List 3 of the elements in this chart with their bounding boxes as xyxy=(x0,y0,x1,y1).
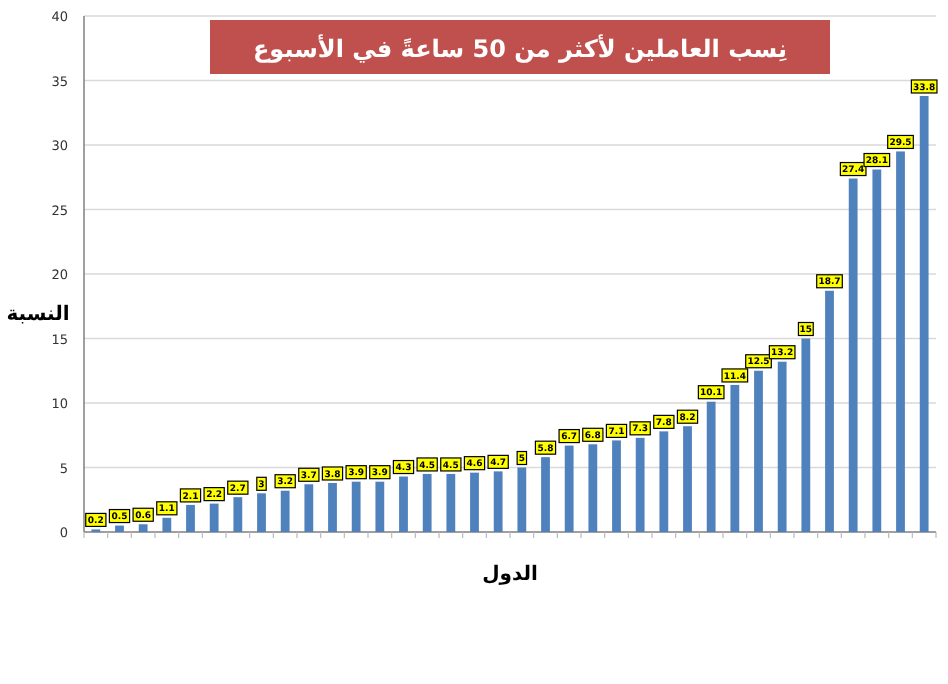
y-axis-title: النسبة xyxy=(6,304,70,326)
x-axis-title: الدول xyxy=(482,564,538,586)
title: نِسب العاملين لأكثر من 50 ساعةً في الأسبوع xyxy=(210,20,830,74)
